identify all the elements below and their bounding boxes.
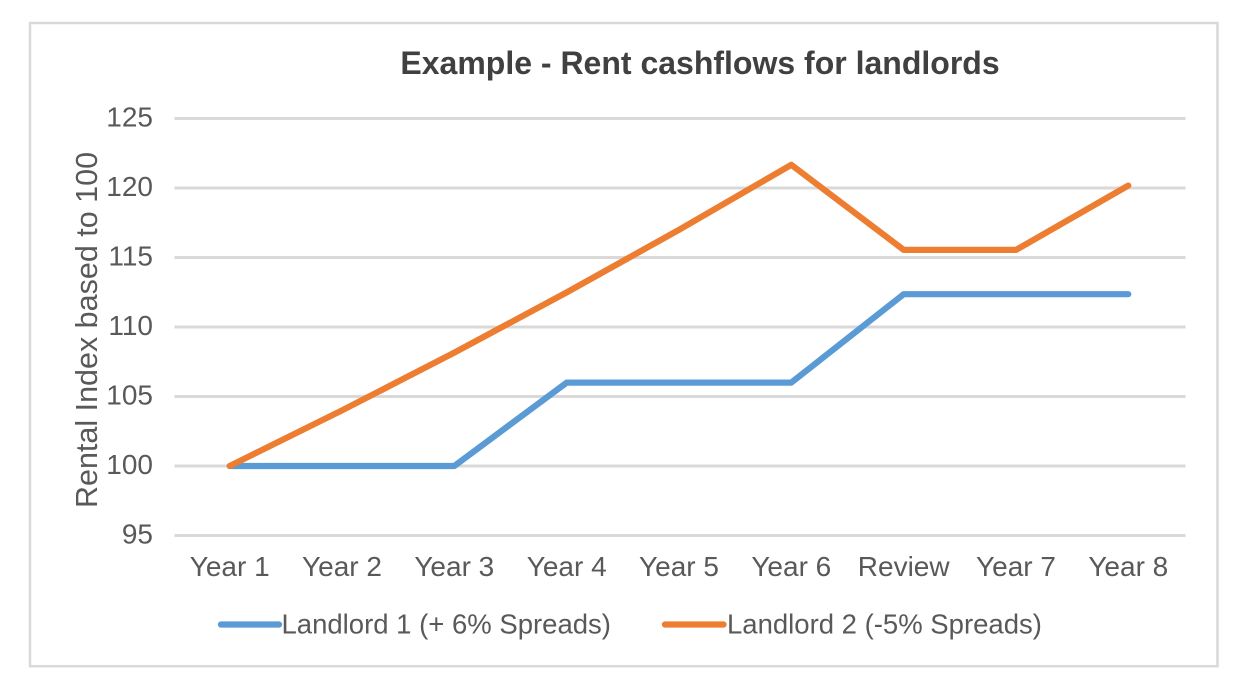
svg-text:Year 3: Year 3 [414, 551, 494, 582]
svg-text:Year 5: Year 5 [639, 551, 719, 582]
svg-text:110: 110 [108, 310, 153, 341]
svg-text:Year 8: Year 8 [1088, 551, 1168, 582]
svg-text:125: 125 [106, 102, 153, 133]
svg-text:95: 95 [122, 519, 153, 550]
svg-text:Year 6: Year 6 [751, 551, 831, 582]
svg-text:Example - Rent cashflows for l: Example - Rent cashflows for landlords [400, 45, 999, 81]
svg-text:100: 100 [106, 449, 153, 480]
svg-text:Landlord 2 (-5% Spreads): Landlord 2 (-5% Spreads) [727, 609, 1042, 640]
svg-text:Year 2: Year 2 [302, 551, 382, 582]
svg-text:Year 1: Year 1 [190, 551, 270, 582]
svg-text:Landlord 1 (+ 6% Spreads): Landlord 1 (+ 6% Spreads) [282, 609, 611, 640]
svg-text:120: 120 [106, 171, 153, 202]
svg-text:Year 4: Year 4 [527, 551, 607, 582]
svg-text:Rental Index based to 100: Rental Index based to 100 [70, 152, 104, 508]
svg-text:Review: Review [858, 551, 951, 582]
svg-text:Year 7: Year 7 [976, 551, 1056, 582]
svg-text:115: 115 [108, 241, 153, 272]
svg-text:105: 105 [106, 380, 153, 411]
